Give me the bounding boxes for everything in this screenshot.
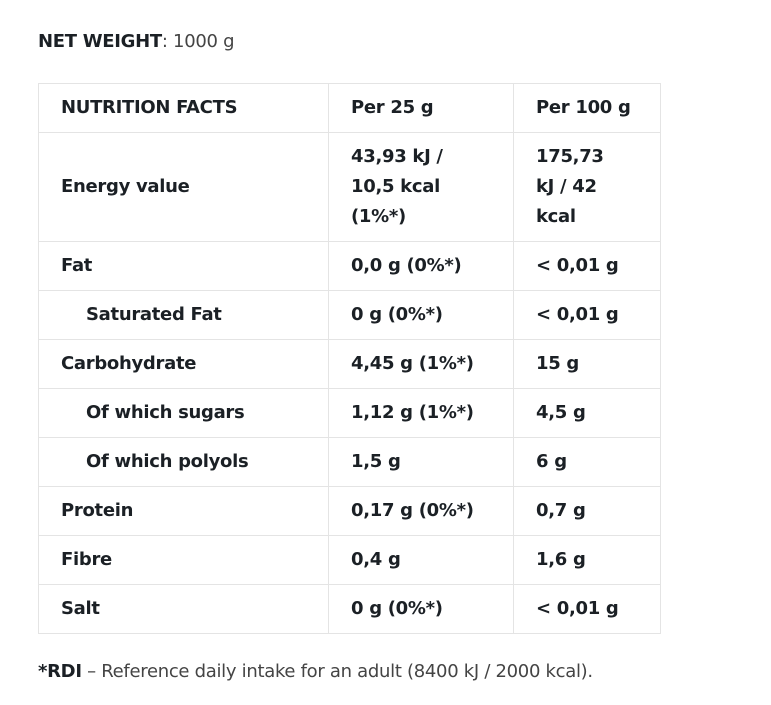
- table-row: Fibre 0,4 g 1,6 g: [38, 535, 661, 585]
- nutrient-name: Of which polyols: [38, 437, 329, 487]
- value-per-25g: 0 g (0%*): [328, 290, 514, 340]
- table-row: Fat 0,0 g (0%*) < 0,01 g: [38, 241, 661, 291]
- value-per-25g: 1,12 g (1%*): [328, 388, 514, 438]
- nutrient-name: Salt: [38, 584, 329, 634]
- value-per-25g: 0 g (0%*): [328, 584, 514, 634]
- value-per-100g: 175,73 kJ / 42 kcal: [513, 132, 661, 242]
- header-nutrition-facts: NUTRITION FACTS: [38, 83, 329, 133]
- net-weight-label: NET WEIGHT: [38, 31, 162, 52]
- net-weight: NET WEIGHT: 1000 g: [38, 31, 235, 52]
- table-row: Of which sugars 1,12 g (1%*) 4,5 g: [38, 388, 661, 438]
- value-per-25g: 0,0 g (0%*): [328, 241, 514, 291]
- nutrient-name: Carbohydrate: [38, 339, 329, 389]
- value-per-100g: 6 g: [513, 437, 661, 487]
- footnote-label: *RDI: [38, 661, 82, 682]
- value-per-25g: 0,17 g (0%*): [328, 486, 514, 536]
- value-per-25g: 4,45 g (1%*): [328, 339, 514, 389]
- nutrient-name: Energy value: [38, 132, 329, 242]
- header-per-100g: Per 100 g: [513, 83, 661, 133]
- value-per-100g: < 0,01 g: [513, 241, 661, 291]
- table-row: Saturated Fat 0 g (0%*) < 0,01 g: [38, 290, 661, 340]
- table-row: Carbohydrate 4,45 g (1%*) 15 g: [38, 339, 661, 389]
- table-row: Salt 0 g (0%*) < 0,01 g: [38, 584, 661, 634]
- nutrition-table: NUTRITION FACTS Per 25 g Per 100 g Energ…: [38, 83, 661, 634]
- table-header-row: NUTRITION FACTS Per 25 g Per 100 g: [38, 83, 661, 133]
- value-per-100g: < 0,01 g: [513, 290, 661, 340]
- value-per-25g: 1,5 g: [328, 437, 514, 487]
- nutrient-name: Fat: [38, 241, 329, 291]
- value-per-100g: 4,5 g: [513, 388, 661, 438]
- footnote: *RDI – Reference daily intake for an adu…: [38, 661, 593, 682]
- nutrient-name: Protein: [38, 486, 329, 536]
- value-per-100g: 15 g: [513, 339, 661, 389]
- value-per-25g: 43,93 kJ / 10,5 kcal (1%*): [328, 132, 514, 242]
- value-per-100g: 1,6 g: [513, 535, 661, 585]
- nutrient-name: Of which sugars: [38, 388, 329, 438]
- nutrient-name: Saturated Fat: [38, 290, 329, 340]
- header-per-25g: Per 25 g: [328, 83, 514, 133]
- nutrient-name: Fibre: [38, 535, 329, 585]
- net-weight-value: : 1000 g: [161, 31, 235, 52]
- table-row: Protein 0,17 g (0%*) 0,7 g: [38, 486, 661, 536]
- value-per-100g: < 0,01 g: [513, 584, 661, 634]
- value-per-25g: 0,4 g: [328, 535, 514, 585]
- footnote-text: – Reference daily intake for an adult (8…: [81, 661, 593, 682]
- table-row: Energy value 43,93 kJ / 10,5 kcal (1%*) 17…: [38, 132, 661, 242]
- value-per-100g: 0,7 g: [513, 486, 661, 536]
